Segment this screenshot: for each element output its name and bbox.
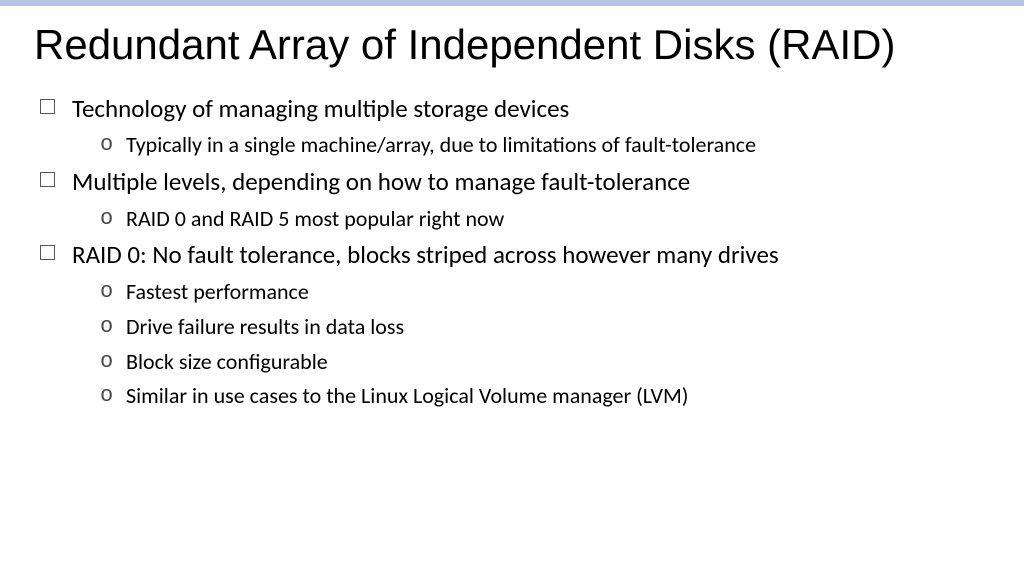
sub-bullet-item: Similar in use cases to the Linux Logica…: [100, 381, 990, 411]
sub-bullet-item: Drive failure results in data loss: [100, 312, 990, 342]
bullet-item: Technology of managing multiple storage …: [38, 92, 990, 160]
bullet-list: Technology of managing multiple storage …: [34, 92, 990, 411]
bullet-text: RAID 0: No fault tolerance, blocks strip…: [72, 239, 779, 270]
slide-content: Redundant Array of Independent Disks (RA…: [0, 6, 1024, 436]
sub-bullet-list: Fastest performance Drive failure results…: [72, 277, 990, 411]
slide-title: Redundant Array of Independent Disks (RA…: [34, 20, 990, 70]
sub-bullet-item: Fastest performance: [100, 277, 990, 307]
bullet-item: Multiple levels, depending on how to man…: [38, 165, 990, 233]
bullet-text: Multiple levels, depending on how to man…: [72, 166, 690, 197]
sub-bullet-list: Typically in a single machine/array, due…: [72, 130, 990, 160]
sub-bullet-item: Block size configurable: [100, 347, 990, 377]
sub-bullet-list: RAID 0 and RAID 5 most popular right now: [72, 204, 990, 234]
bullet-item: RAID 0: No fault tolerance, blocks strip…: [38, 238, 990, 411]
sub-bullet-item: RAID 0 and RAID 5 most popular right now: [100, 204, 990, 234]
sub-bullet-item: Typically in a single machine/array, due…: [100, 130, 990, 160]
bullet-text: Technology of managing multiple storage …: [72, 93, 569, 124]
